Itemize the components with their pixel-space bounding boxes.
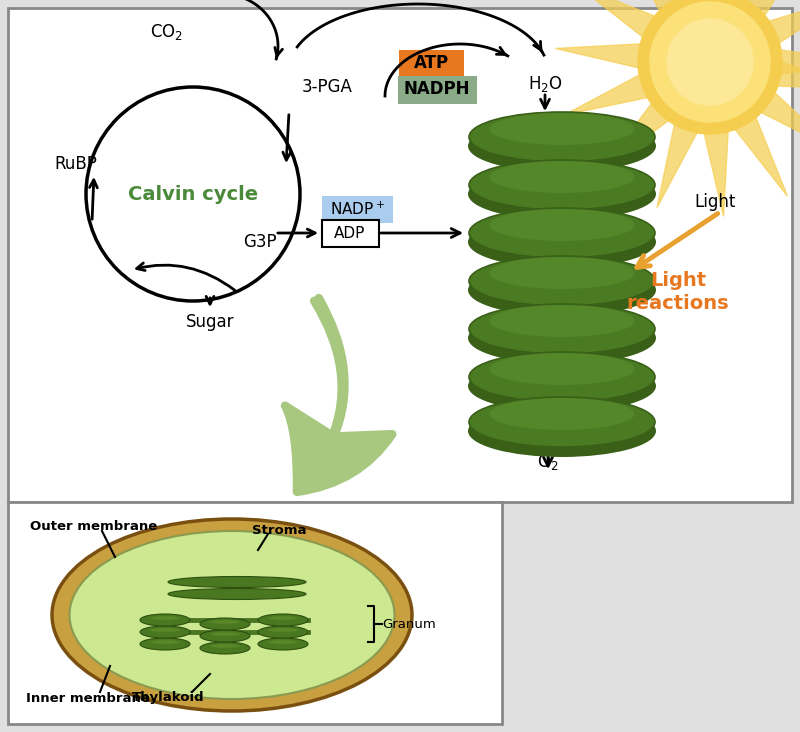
Ellipse shape: [468, 264, 656, 316]
Bar: [8, 502, 502, 724]
Ellipse shape: [168, 589, 306, 600]
Ellipse shape: [468, 360, 656, 412]
Polygon shape: [576, 0, 661, 41]
Circle shape: [650, 2, 770, 122]
Ellipse shape: [490, 113, 634, 145]
Bar: [153, 630, 310, 634]
Ellipse shape: [469, 304, 655, 354]
Polygon shape: [770, 60, 800, 89]
Polygon shape: [600, 98, 674, 171]
Text: RuBP: RuBP: [54, 155, 98, 173]
Ellipse shape: [490, 398, 634, 430]
Text: Sugar: Sugar: [186, 313, 234, 331]
Ellipse shape: [150, 640, 180, 644]
FancyBboxPatch shape: [398, 50, 463, 78]
Ellipse shape: [140, 626, 190, 638]
FancyBboxPatch shape: [322, 195, 393, 223]
Ellipse shape: [140, 614, 190, 626]
Ellipse shape: [70, 531, 394, 699]
Ellipse shape: [268, 616, 298, 620]
Text: NADP$^+$: NADP$^+$: [330, 201, 384, 217]
Text: H$_2$O: H$_2$O: [528, 74, 562, 94]
Ellipse shape: [469, 352, 655, 402]
Ellipse shape: [469, 256, 655, 306]
Circle shape: [638, 0, 782, 134]
Text: Outer membrane: Outer membrane: [30, 520, 158, 534]
Ellipse shape: [490, 353, 634, 385]
Ellipse shape: [490, 209, 634, 241]
Ellipse shape: [468, 168, 656, 220]
Text: CO$_2$: CO$_2$: [150, 22, 183, 42]
Text: Granum: Granum: [382, 618, 436, 630]
Ellipse shape: [140, 638, 190, 650]
Polygon shape: [730, 111, 787, 196]
Bar: [153, 618, 310, 622]
Ellipse shape: [200, 642, 250, 654]
Ellipse shape: [469, 160, 655, 210]
Ellipse shape: [469, 112, 655, 162]
Polygon shape: [702, 124, 729, 217]
Ellipse shape: [52, 519, 412, 711]
Ellipse shape: [210, 632, 240, 636]
Ellipse shape: [490, 305, 634, 337]
Text: G3P: G3P: [243, 233, 277, 251]
Polygon shape: [621, 0, 684, 17]
Ellipse shape: [210, 620, 240, 624]
Ellipse shape: [490, 257, 634, 289]
Ellipse shape: [200, 618, 250, 630]
Polygon shape: [774, 49, 800, 75]
Text: ATP: ATP: [414, 54, 449, 72]
Text: Light
reactions: Light reactions: [626, 271, 730, 313]
Polygon shape: [564, 72, 654, 115]
Text: Inner membrane: Inner membrane: [26, 692, 150, 704]
Polygon shape: [755, 88, 800, 151]
Ellipse shape: [258, 614, 308, 626]
Text: ADP: ADP: [334, 225, 366, 241]
Ellipse shape: [468, 120, 656, 172]
Ellipse shape: [469, 397, 655, 447]
Polygon shape: [741, 0, 800, 21]
Ellipse shape: [258, 638, 308, 650]
Text: O$_2$: O$_2$: [538, 452, 558, 472]
Polygon shape: [762, 0, 800, 47]
Polygon shape: [555, 43, 647, 70]
Ellipse shape: [490, 161, 634, 193]
Ellipse shape: [150, 628, 180, 632]
Text: Stroma: Stroma: [252, 523, 306, 537]
FancyBboxPatch shape: [398, 75, 477, 103]
Polygon shape: [683, 0, 712, 1]
Polygon shape: [657, 118, 700, 208]
FancyBboxPatch shape: [322, 220, 378, 247]
Text: Thylakoid: Thylakoid: [132, 692, 204, 704]
Ellipse shape: [258, 626, 308, 638]
Ellipse shape: [268, 628, 298, 632]
Text: Calvin cycle: Calvin cycle: [128, 184, 258, 203]
Ellipse shape: [150, 616, 180, 620]
Ellipse shape: [468, 405, 656, 457]
Text: NADPH: NADPH: [404, 80, 470, 98]
Ellipse shape: [210, 644, 240, 648]
Ellipse shape: [469, 208, 655, 258]
Circle shape: [667, 19, 753, 105]
Ellipse shape: [168, 577, 306, 588]
Bar: [8, 8, 792, 502]
Ellipse shape: [268, 640, 298, 644]
Ellipse shape: [468, 216, 656, 268]
Polygon shape: [714, 0, 750, 4]
Ellipse shape: [200, 630, 250, 642]
Ellipse shape: [468, 312, 656, 364]
Text: 3-PGA: 3-PGA: [302, 78, 353, 96]
Text: Light: Light: [694, 193, 736, 211]
